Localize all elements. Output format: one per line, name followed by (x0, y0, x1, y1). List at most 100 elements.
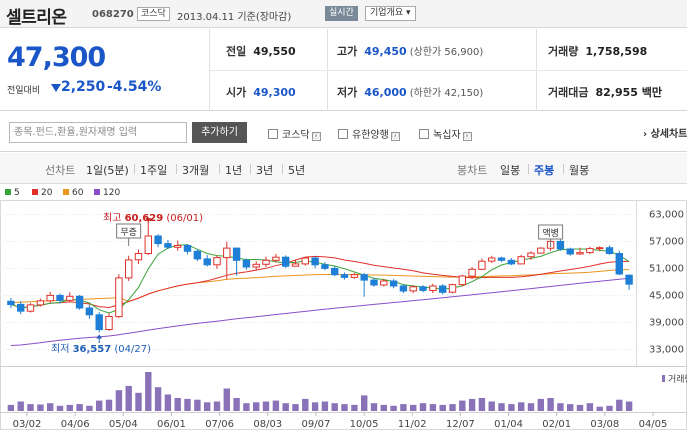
company-overview-button[interactable]: 기업개요 ▾ (365, 6, 416, 21)
legend-swatch (94, 189, 100, 195)
price-change: 2,250 (61, 79, 106, 95)
candle-body (301, 257, 310, 265)
down-arrow-icon (51, 84, 61, 92)
volume-bar (508, 404, 515, 411)
tab-daily[interactable]: 일봉 (500, 164, 521, 177)
volume-bar (86, 405, 93, 411)
x-tick-label: 07/06 (205, 419, 234, 430)
stat-amount: 거래대금 82,955 백만 (548, 84, 662, 100)
x-tick-label: 08/03 (253, 419, 282, 430)
compare-option-kosdaq[interactable]: 코스닥 ⓧ (268, 126, 321, 141)
divider (210, 70, 687, 71)
candle-chart-header: 봉차트 (457, 164, 488, 177)
x-tick-label: 11/02 (398, 419, 427, 430)
tab-5year[interactable]: 5년 (288, 164, 306, 177)
candle-body (7, 300, 15, 306)
candle-body (350, 274, 359, 278)
tab-3year[interactable]: 3년 (256, 164, 274, 177)
legend-ma20: 20 (32, 188, 52, 198)
detail-chart-link[interactable]: › 상세차트 (643, 125, 687, 140)
candles (7, 224, 633, 333)
legend-ma60: 60 (63, 188, 83, 198)
candle-body (85, 307, 94, 316)
volume-bar (253, 402, 260, 411)
compare-search-input[interactable] (9, 122, 187, 143)
volume-label: 거래량 (668, 373, 687, 385)
volume-bar (606, 405, 613, 411)
compare-option-greencross[interactable]: 녹십자 ⓧ (419, 126, 472, 141)
tab-1year[interactable]: 1년 (225, 164, 243, 177)
stat-label: 거래대금 (548, 86, 589, 99)
stat-high: 고가 49,450 (상한가 56,900) (337, 43, 483, 59)
volume-bar (292, 404, 299, 411)
close-icon[interactable]: ⓧ (390, 132, 400, 141)
candle-body (291, 263, 300, 267)
candle-body (282, 256, 290, 267)
add-compare-button[interactable]: 추가하기 (192, 122, 247, 143)
change-label: 전일대비 (7, 86, 41, 96)
y-tick-label: 33,000 (649, 345, 684, 356)
volume-bar (380, 404, 387, 411)
candle-body (409, 286, 417, 292)
volume-bar (223, 388, 230, 411)
compare-option-yuhan[interactable]: 유한양행 ⓧ (338, 126, 400, 141)
volume-bar (204, 402, 211, 411)
candle-body (232, 247, 241, 261)
volume-bar (135, 392, 142, 411)
ma-line-5 (10, 244, 630, 314)
candle-body (331, 267, 339, 276)
stock-name[interactable]: 셀트리온 (6, 8, 67, 28)
y-tick-label: 63,000 (649, 210, 684, 221)
volume-bar (449, 404, 456, 411)
candle-body (517, 256, 525, 265)
legend-swatch (5, 189, 11, 195)
volume-bar (370, 403, 378, 411)
candle-body (340, 274, 349, 278)
x-tick-label: 03/08 (590, 419, 619, 430)
volume-bar (567, 404, 574, 411)
low-annotation: 최저 36,557 (04/27) (51, 343, 151, 355)
tab-1day[interactable]: 1일(5분) (86, 164, 129, 177)
checkbox[interactable] (338, 129, 348, 139)
candle-body (242, 259, 251, 268)
stat-value: 1,758,598 (585, 45, 648, 58)
weekly-candle-chart[interactable]: 63,000 57,000 51,000 45,000 39,000 33,000 거래량… (0, 200, 687, 434)
chevron-right-icon: › (643, 129, 651, 140)
volume-bar (262, 401, 270, 411)
tab-separator (219, 164, 220, 174)
y-axis: 63,000 57,000 51,000 45,000 39,000 33,000 (649, 210, 684, 356)
tab-3month[interactable]: 3개월 (182, 164, 210, 177)
volume-bar (272, 400, 280, 411)
candle-body (203, 258, 211, 266)
high-value: 60,629 (125, 213, 164, 224)
volume-bar (478, 398, 486, 411)
tab-weekly[interactable]: 주봉 (534, 164, 555, 177)
stat-value: 49,450 (364, 45, 407, 58)
ma-line-20 (10, 255, 630, 309)
tab-separator (134, 164, 135, 174)
high-label: 최고 (103, 212, 125, 224)
stat-label: 거래량 (548, 45, 579, 58)
volume-bar (596, 406, 603, 411)
checkbox[interactable] (268, 129, 278, 139)
x-tick-label: 02/01 (542, 419, 571, 430)
tab-separator (176, 164, 177, 174)
tab-1week[interactable]: 1주일 (140, 164, 168, 177)
volume-bar (174, 398, 181, 411)
close-icon[interactable]: ⓧ (462, 132, 472, 141)
as-of-date: 2013.04.11 기준(장마감) (177, 12, 292, 23)
realtime-button[interactable]: 실시간 (325, 6, 358, 21)
tab-separator (250, 164, 251, 174)
candle-body (370, 279, 378, 286)
tab-separator (282, 164, 283, 174)
tab-monthly[interactable]: 월봉 (569, 164, 590, 177)
close-icon[interactable]: ⓧ (311, 132, 321, 141)
volume-bar (145, 372, 152, 411)
stat-label: 전일 (226, 45, 247, 58)
candle-body (144, 235, 153, 254)
candle-body (497, 257, 506, 261)
stat-low: 저가 46,000 (하한가 42,150) (337, 84, 483, 100)
checkbox[interactable] (419, 129, 429, 139)
x-tick-label: 04/06 (61, 419, 90, 430)
